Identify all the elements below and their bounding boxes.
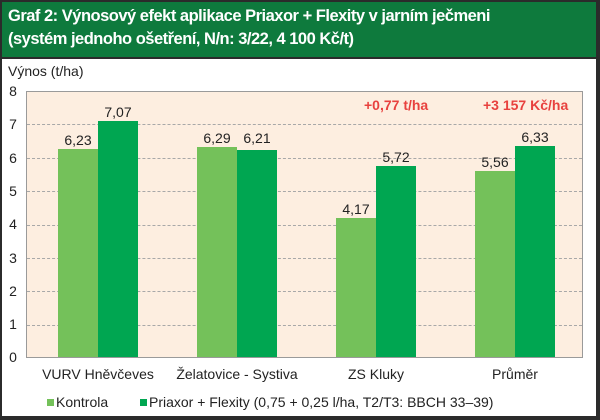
gridline-5 — [27, 191, 582, 192]
profit-gain-annotation: +3 157 Kč/ha — [483, 97, 569, 113]
bar-priaxor-prumer — [515, 146, 555, 357]
y-axis-label: Výnos (t/ha) — [8, 63, 84, 79]
y-tick-3: 3 — [9, 250, 17, 266]
x-label-zelatovice: Želatovice - Systiva — [176, 366, 298, 382]
chart-title: Graf 2: Výnosový efekt aplikace Priaxor … — [8, 5, 490, 51]
value-label: 5,56 — [481, 154, 509, 170]
bar-kontrola-vurv — [58, 149, 98, 357]
chart-header: Graf 2: Výnosový efekt aplikace Priaxor … — [2, 2, 596, 59]
value-label: 6,23 — [64, 132, 92, 148]
bar-kontrola-prumer — [475, 171, 515, 357]
x-label-vurv: VURV Hněvčeves — [42, 366, 154, 382]
gridline-6 — [27, 158, 582, 159]
y-tick-4: 4 — [9, 216, 17, 232]
bar-priaxor-kluky — [376, 166, 416, 357]
gridline-1 — [27, 325, 582, 326]
y-tick-7: 7 — [9, 116, 17, 132]
value-label: 6,29 — [203, 130, 231, 146]
bar-priaxor-zelatovice — [237, 150, 277, 357]
legend-label-priaxor: Priaxor + Flexity (0,75 + 0,25 l/ha, T2/… — [149, 394, 494, 410]
value-label: 6,33 — [521, 129, 549, 145]
gridline-7 — [27, 124, 582, 125]
value-label: 4,17 — [342, 201, 370, 217]
legend-swatch-priaxor — [140, 398, 147, 406]
x-label-prumer: Průměr — [492, 366, 538, 382]
y-tick-8: 8 — [9, 83, 17, 99]
legend-item-priaxor: Priaxor + Flexity (0,75 + 0,25 l/ha, T2/… — [140, 394, 493, 410]
bar-priaxor-vurv — [98, 121, 138, 357]
gridline-2 — [27, 291, 582, 292]
legend-item-kontrola: Kontrola — [47, 394, 108, 410]
y-tick-6: 6 — [9, 150, 17, 166]
value-label: 5,72 — [382, 149, 410, 165]
x-label-kluky: ZS Kluky — [347, 366, 404, 382]
y-tick-5: 5 — [9, 183, 17, 199]
chart-title-line1: Graf 2: Výnosový efekt aplikace Priaxor … — [8, 7, 490, 25]
plot-area: 6,23 7,07 6,29 6,21 4,17 5,72 5,56 6,33 … — [26, 91, 583, 358]
legend-label-kontrola: Kontrola — [56, 394, 109, 410]
chart-title-line2: (systém jednoho ošetření, N/n: 3/22, 4 1… — [8, 30, 354, 48]
y-tick-1: 1 — [9, 316, 17, 332]
y-tick-0: 0 — [9, 349, 17, 365]
y-tick-2: 2 — [9, 283, 17, 299]
yield-gain-annotation: +0,77 t/ha — [364, 97, 429, 113]
value-label: 6,21 — [243, 130, 271, 146]
value-label: 7,07 — [104, 104, 132, 120]
legend-swatch-kontrola — [47, 398, 54, 406]
gridline-3 — [27, 258, 582, 259]
bar-kontrola-zelatovice — [197, 147, 237, 357]
bar-kontrola-kluky — [336, 218, 376, 357]
gridline-4 — [27, 225, 582, 226]
